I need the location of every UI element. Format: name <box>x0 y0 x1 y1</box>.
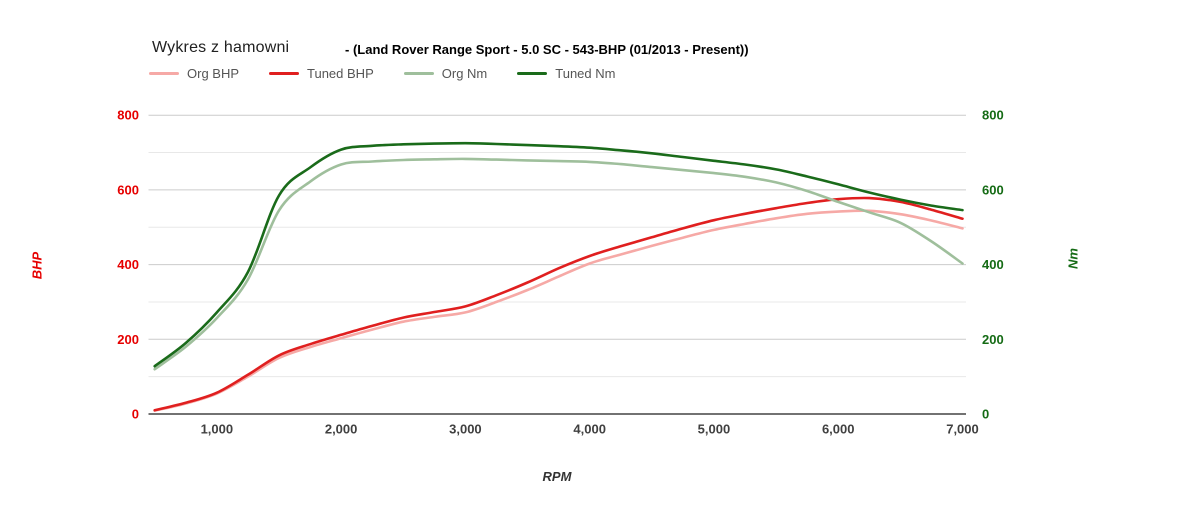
chart-title: Wykres z hamowni <box>152 39 290 56</box>
legend-line-swatch <box>517 72 548 75</box>
y-tick-label-left: 200 <box>117 332 139 347</box>
series-line-org-nm[interactable] <box>153 157 964 371</box>
legend-label: Org BHP <box>187 66 240 81</box>
y-tick-label-left: 400 <box>117 257 139 272</box>
series-line-tuned-bhp[interactable] <box>153 196 964 412</box>
y-tick-label-left: 600 <box>117 182 139 197</box>
x-axis-title: RPM <box>542 469 572 484</box>
legend-label: Tuned BHP <box>307 66 374 81</box>
legend-line-swatch <box>403 72 434 75</box>
legend-line-swatch <box>149 72 179 75</box>
x-tick-label: 3,000 <box>449 422 482 437</box>
y-tick-label-right: 400 <box>982 257 1004 272</box>
legend-item-org-nm[interactable]: Org Nm <box>403 66 488 81</box>
series-line-org-bhp[interactable] <box>153 209 964 412</box>
y-tick-label-left: 0 <box>132 407 139 422</box>
legend-item-tuned-bhp[interactable]: Tuned BHP <box>269 66 374 81</box>
x-tick-label: 6,000 <box>822 422 855 437</box>
y-axis-left-title: BHP <box>29 251 45 280</box>
legend: Org BHP Tuned BHP Org Nm Tuned Nm <box>149 66 615 81</box>
x-tick-label: 4,000 <box>573 422 606 437</box>
legend-item-tuned-nm[interactable]: Tuned Nm <box>517 66 615 81</box>
y-tick-label-right: 200 <box>982 332 1004 347</box>
x-tick-label: 7,000 <box>946 422 979 437</box>
legend-label: Tuned Nm <box>555 66 616 81</box>
legend-label: Org Nm <box>441 66 488 81</box>
x-tick-label: 2,000 <box>325 422 358 437</box>
series-line-tuned-nm[interactable] <box>153 141 964 368</box>
x-tick-label: 5,000 <box>698 422 731 437</box>
y-tick-label-left: 800 <box>117 108 139 123</box>
y-tick-label-right: 0 <box>982 407 989 422</box>
legend-line-swatch <box>269 72 300 75</box>
y-tick-label-right: 800 <box>982 108 1004 123</box>
chart-subtitle: - (Land Rover Range Sport - 5.0 SC - 543… <box>345 42 749 57</box>
x-tick-label: 1,000 <box>201 422 234 437</box>
y-axis-right-title: Nm <box>1065 248 1081 269</box>
y-tick-label-right: 600 <box>982 182 1004 197</box>
legend-item-org-bhp[interactable]: Org BHP <box>149 66 239 81</box>
